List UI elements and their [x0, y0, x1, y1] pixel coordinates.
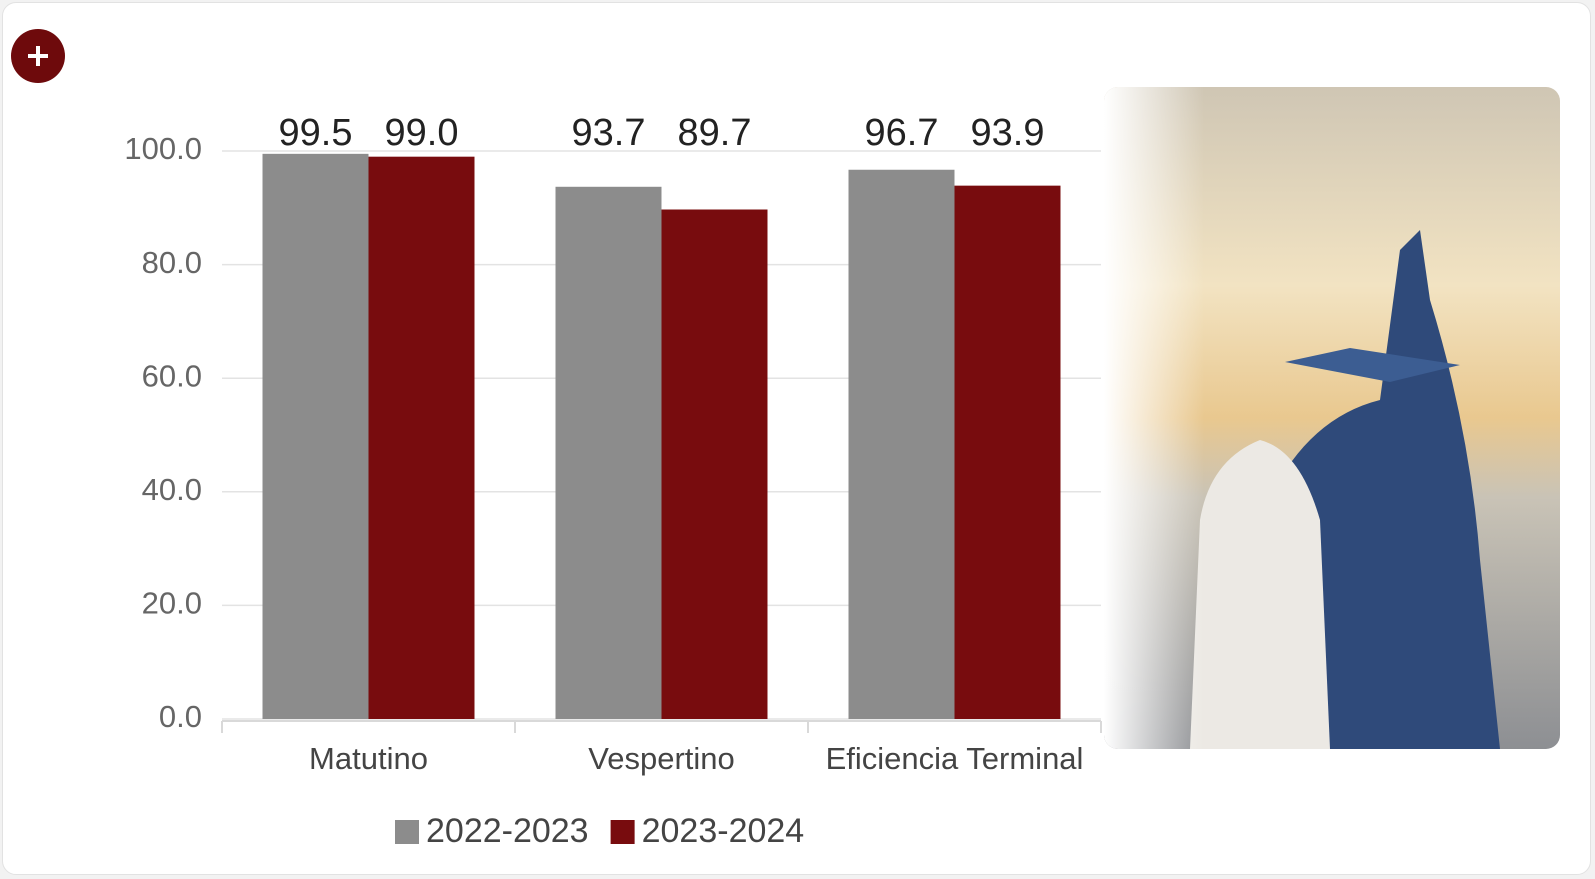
y-tick-label: 60.0: [142, 358, 202, 393]
bar: [368, 156, 475, 719]
y-tick-label: 100.0: [124, 131, 202, 166]
bar: [848, 169, 955, 719]
photo-fade: [1104, 87, 1560, 749]
y-tick-label: 20.0: [142, 586, 202, 621]
value-label: 99.5: [279, 112, 353, 154]
y-tick-label: 80.0: [142, 245, 202, 280]
bar: [661, 209, 768, 719]
y-tick-label: 0.0: [159, 699, 202, 734]
value-label: 96.7: [865, 112, 939, 154]
legend-label: 2023-2024: [642, 812, 805, 850]
x-tick-label: Matutino: [309, 741, 428, 776]
value-label: 99.0: [385, 112, 459, 154]
bar: [262, 153, 369, 720]
value-label: 93.9: [971, 112, 1045, 154]
value-label: 93.7: [572, 112, 646, 154]
bar: [954, 185, 1061, 719]
x-tick-label: Vespertino: [588, 741, 735, 776]
y-tick-label: 40.0: [142, 472, 202, 507]
legend-swatch: [610, 820, 635, 844]
bar: [555, 186, 662, 719]
photo: [1104, 87, 1560, 749]
legend-label: 2022-2023: [426, 812, 589, 850]
x-tick-label: Eficiencia Terminal: [826, 741, 1084, 776]
add-icon: [28, 46, 48, 66]
legend-swatch: [395, 820, 419, 844]
value-label: 89.7: [678, 112, 752, 154]
